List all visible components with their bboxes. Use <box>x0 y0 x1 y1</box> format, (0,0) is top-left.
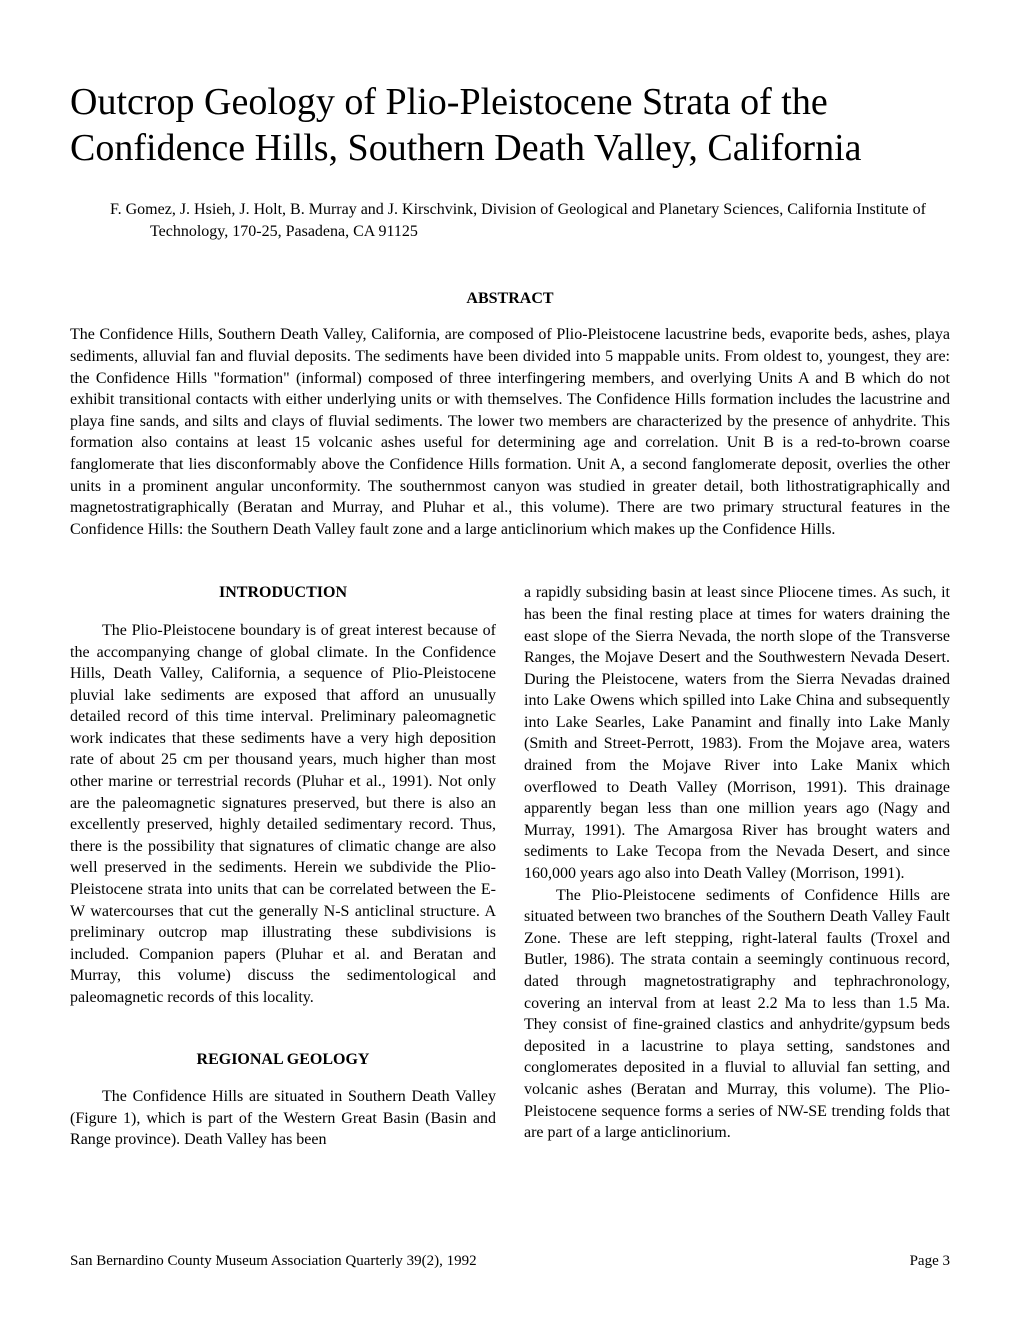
introduction-heading: INTRODUCTION <box>70 582 496 604</box>
column-right-paragraph-2: The Plio-Pleistocene sediments of Confid… <box>524 885 950 1144</box>
regional-geology-paragraph: The Confidence Hills are situated in Sou… <box>70 1086 496 1151</box>
footer-page-number: Page 3 <box>910 1253 950 1270</box>
abstract-heading: ABSTRACT <box>70 290 950 308</box>
paper-title: Outcrop Geology of Plio-Pleistocene Stra… <box>70 80 950 171</box>
two-column-body: INTRODUCTION The Plio-Pleistocene bounda… <box>70 582 950 1151</box>
column-right: a rapidly subsiding basin at least since… <box>524 582 950 1151</box>
introduction-paragraph: The Plio-Pleistocene boundary is of grea… <box>70 620 496 1009</box>
abstract-body: The Confidence Hills, Southern Death Val… <box>70 324 950 540</box>
page-footer: San Bernardino County Museum Association… <box>70 1253 950 1270</box>
column-left: INTRODUCTION The Plio-Pleistocene bounda… <box>70 582 496 1151</box>
column-right-paragraph-1: a rapidly subsiding basin at least since… <box>524 582 950 884</box>
author-line: F. Gomez, J. Hsieh, J. Holt, B. Murray a… <box>110 199 950 242</box>
footer-journal: San Bernardino County Museum Association… <box>70 1253 477 1270</box>
regional-geology-heading: REGIONAL GEOLOGY <box>70 1049 496 1071</box>
